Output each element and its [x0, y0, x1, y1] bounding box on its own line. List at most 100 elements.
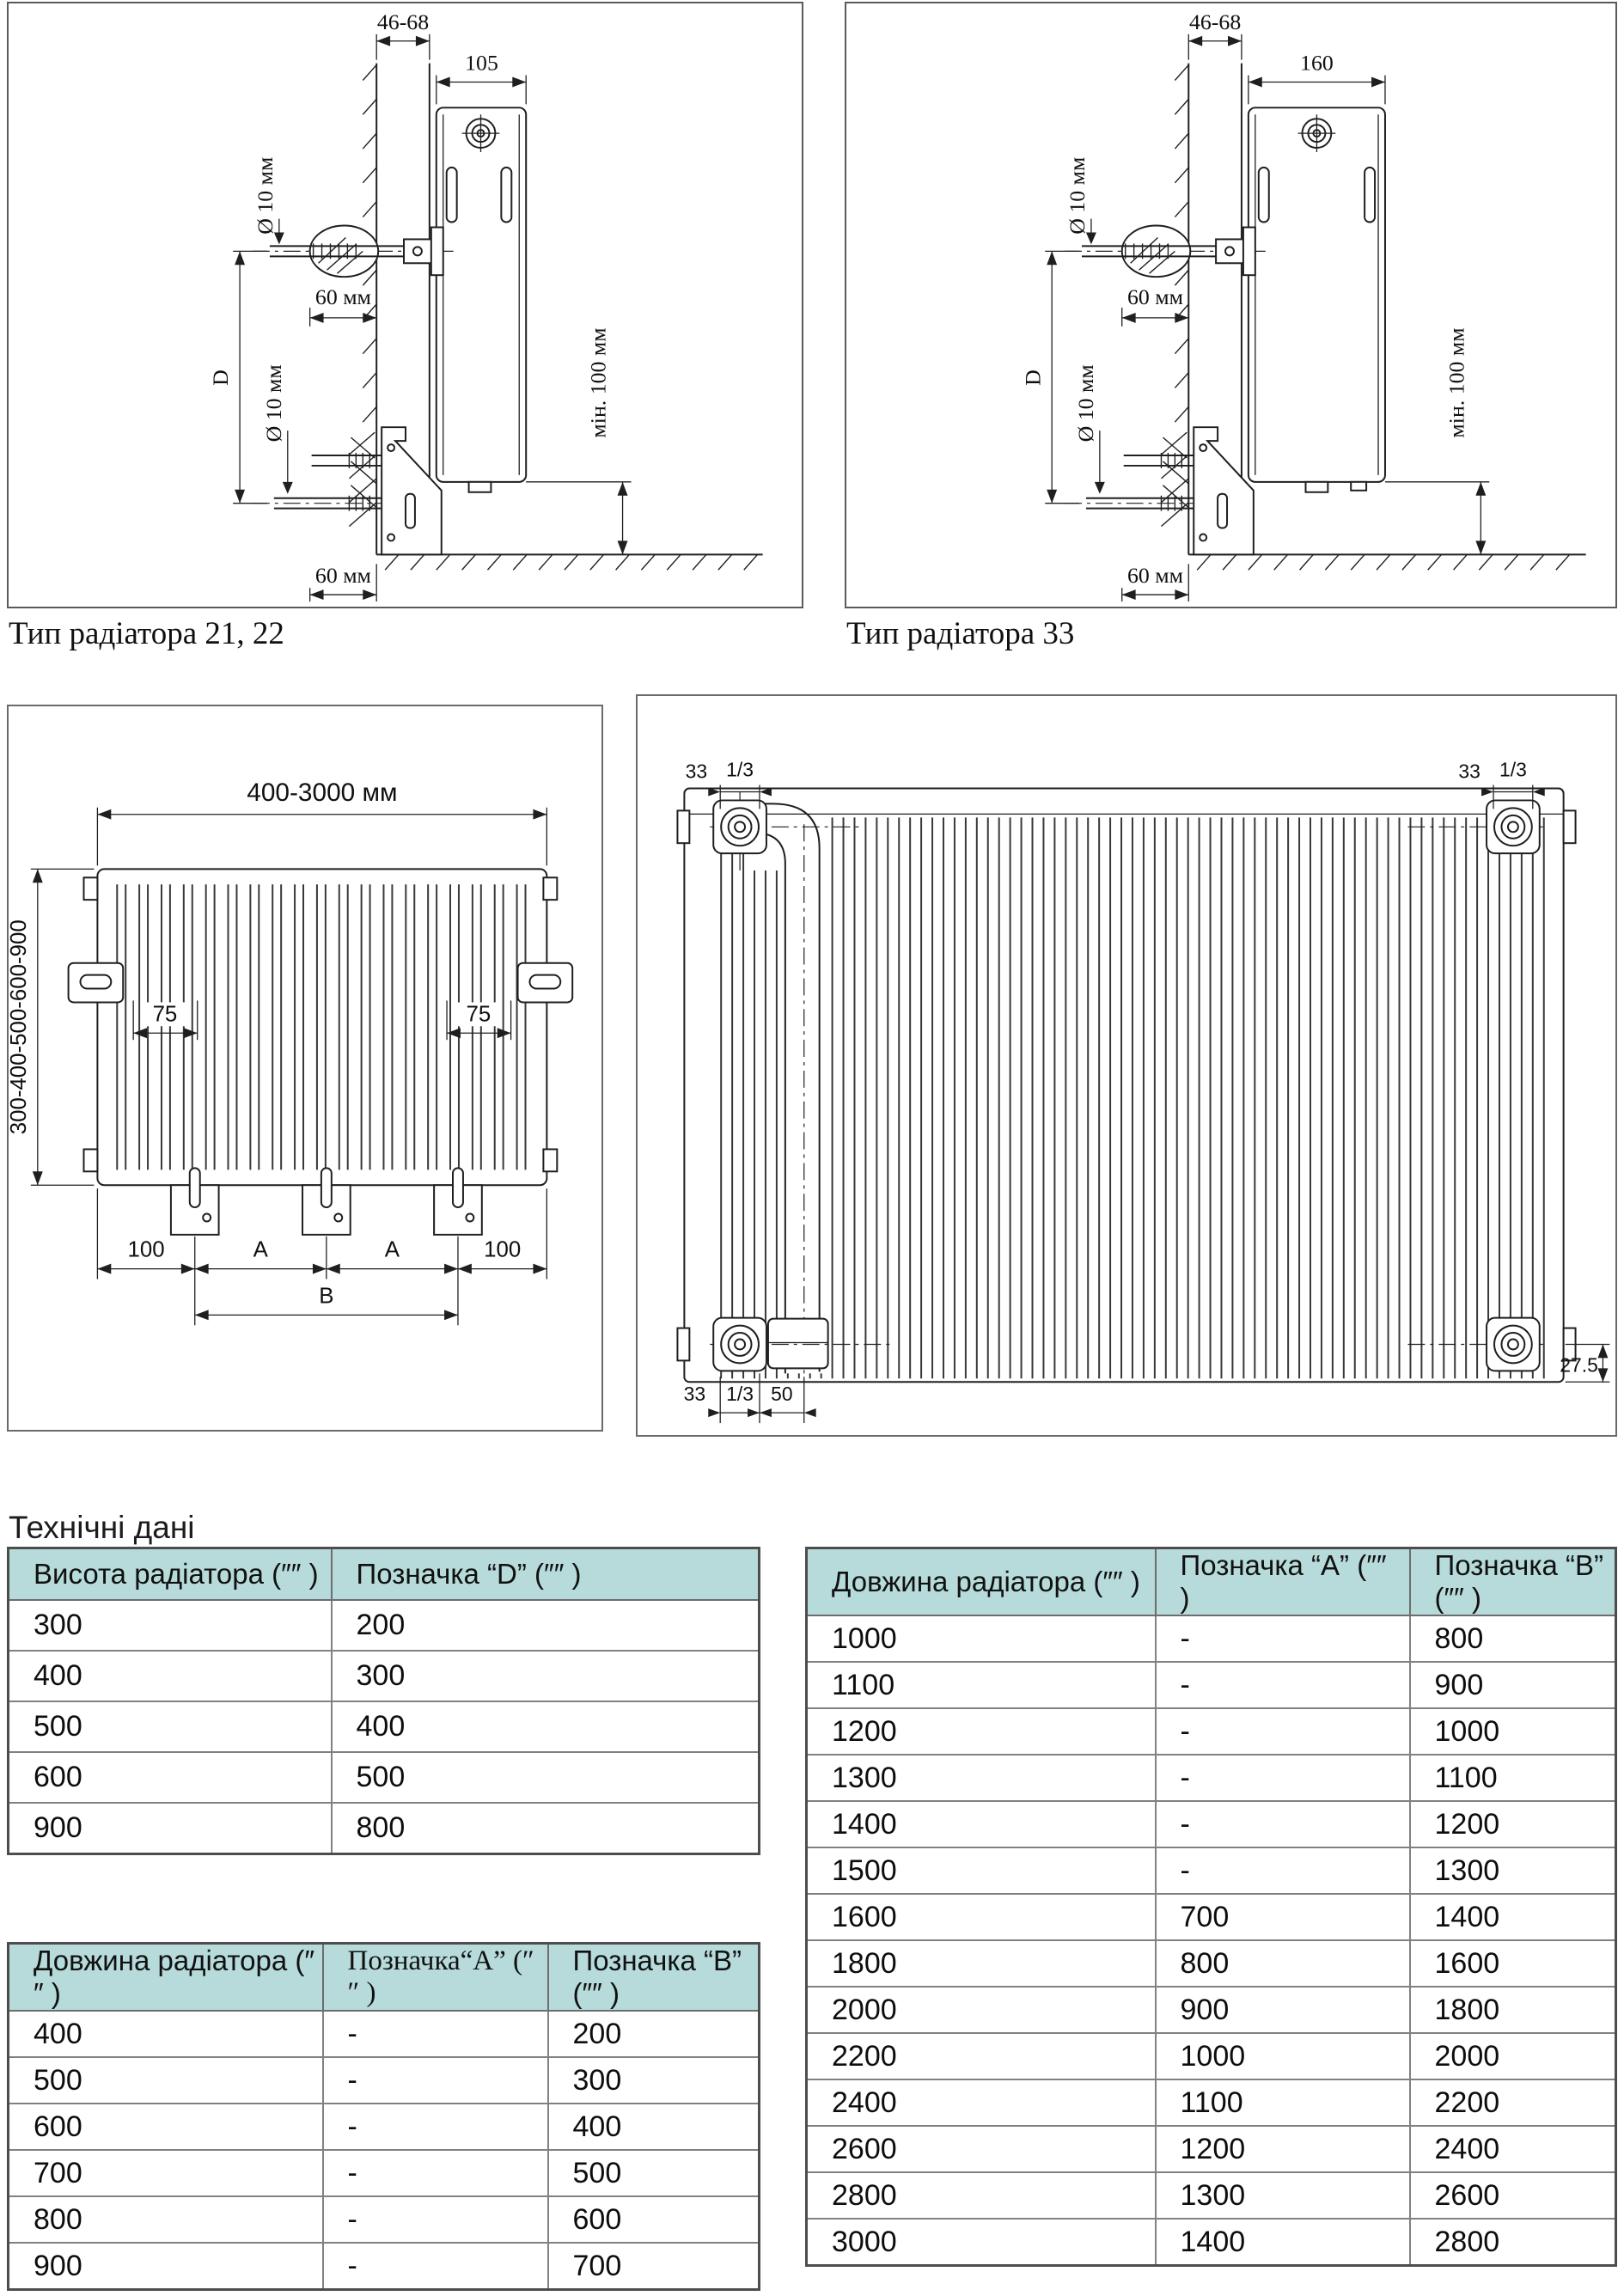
table-cell: -	[1154, 1754, 1411, 1802]
column-header: Позначка “B” (″″ )	[1408, 1547, 1617, 1616]
figure-caption-33: Тип радіатора 33	[846, 616, 1075, 651]
column-header: Позначка “D” (″″ )	[330, 1547, 760, 1601]
table-cell: 1000	[1154, 2032, 1411, 2080]
dim-height-range: 300-400-500-600-900	[9, 868, 95, 1186]
wall	[362, 63, 430, 555]
table-cell: -	[1154, 1800, 1411, 1848]
figure-side-view-33: Ø 10 мм 60 мм 46-68 160 D	[845, 2, 1617, 608]
table-row: 3000 1400 2800	[805, 2218, 1617, 2267]
dim-bottom-left: 33 1/3 50	[684, 1373, 816, 1424]
table-cell: 2800	[1408, 2218, 1617, 2267]
height-table: Висота радіатора (″″ ) Позначка “D” (″″ )…	[7, 1547, 760, 1855]
dim-label: Ø 10 мм	[261, 364, 286, 442]
table-cell: 1400	[805, 1800, 1157, 1848]
dim-anchor-depth-bottom: 60 мм	[1121, 563, 1189, 602]
dim-label: 1/3	[726, 759, 754, 781]
radiator-outline	[96, 868, 548, 1187]
table-cell: 2600	[1408, 2171, 1617, 2220]
table-cell: 1600	[805, 1893, 1157, 1941]
table-row: 600-400	[7, 2103, 760, 2151]
table-row: 2000 900 1800	[805, 1986, 1617, 2034]
table-cell: 1300	[1408, 1847, 1617, 1895]
table-cell: 400	[546, 2103, 760, 2151]
header-row: Довжина радіатора (″″ ) Позначка “A” (″″ …	[805, 1547, 1617, 1616]
dim-label: 60 мм	[1127, 284, 1183, 309]
top-anchor-assembly	[1065, 224, 1266, 278]
column-header: Довжина радіатора (″″ )	[7, 1942, 324, 2012]
table-cell: 2400	[1408, 2125, 1617, 2173]
table-cell: 1800	[1408, 1986, 1617, 2034]
table-cell: 2000	[805, 1986, 1157, 2034]
table-cell: 2200	[1408, 2079, 1617, 2127]
corner-plug	[82, 1148, 99, 1173]
dim-label: Ø 10 мм	[1065, 157, 1090, 235]
table-cell: 600	[7, 2103, 324, 2151]
table-row: 1100-900	[805, 1661, 1617, 1709]
table-row: 600 500	[7, 1751, 760, 1804]
dim-label: 50	[771, 1383, 792, 1405]
floor-bracket	[433, 1167, 483, 1236]
table-row: 800-600	[7, 2195, 760, 2244]
radiator-body	[1247, 107, 1386, 493]
table-cell: 500	[330, 1751, 760, 1804]
table-row: 1500-1300	[805, 1847, 1617, 1895]
top-anchor-assembly	[253, 224, 454, 278]
dim-label: 100	[128, 1238, 165, 1262]
table-cell: -	[321, 2242, 549, 2291]
wall-bracket-right	[516, 962, 574, 1004]
rear-view-diagram: 33 1/3 33 1/3 33 1/3 50 27.5	[676, 759, 1610, 1424]
table-row: 1000-800	[805, 1615, 1617, 1663]
table-row: 500 400	[7, 1701, 760, 1753]
pipe-riser	[753, 803, 827, 1376]
table-cell: 1600	[1408, 1939, 1617, 1988]
table-row: 900 800	[7, 1802, 760, 1855]
dim-bracket-spacing: D	[208, 250, 267, 504]
floor	[376, 553, 763, 571]
table-cell: -	[321, 2056, 549, 2104]
table-cell: 900	[7, 2242, 324, 2291]
air-vent-icon	[461, 114, 500, 153]
dim-label: мін. 100 мм	[1444, 327, 1468, 437]
dim-label: 33	[686, 760, 707, 783]
table-cell: 2400	[805, 2079, 1157, 2127]
valve-block	[766, 1317, 829, 1370]
column-header: Позначка “A” (″″ )	[1154, 1547, 1411, 1616]
corner-fitting-top-left	[676, 799, 767, 855]
dim-anchor-depth-top: 60 мм	[1121, 284, 1189, 327]
table-cell: 1300	[1154, 2171, 1411, 2220]
drain-stub	[467, 480, 492, 493]
table-row: 1400-1200	[805, 1800, 1617, 1848]
table-row: 400-200	[7, 2010, 760, 2058]
floor-bracket	[302, 1167, 351, 1236]
dim-label: A	[253, 1238, 269, 1262]
vent-slot	[1257, 166, 1270, 223]
dim-label: 60 мм	[315, 284, 371, 309]
dim-label: A	[385, 1238, 400, 1262]
table-row: 500-300	[7, 2056, 760, 2104]
dim-bottom-chain: 100 A A 100	[96, 1188, 548, 1279]
vent-slot	[445, 166, 458, 223]
corner-fitting-top-right	[1486, 799, 1577, 855]
dim-label: 75	[466, 1002, 491, 1026]
dim-anchor-diameter-top: Ø 10 мм	[1065, 157, 1096, 245]
radiator-body	[435, 107, 528, 493]
dim-top-right: 33 1/3	[1458, 759, 1545, 809]
table-row: 2200 1000 2000	[805, 2032, 1617, 2080]
dim-bracket-spacing: D	[1020, 250, 1080, 504]
table-cell: 200	[546, 2010, 760, 2058]
dim-label: 300-400-500-600-900	[9, 919, 31, 1134]
column-header: Позначка“A” (″″ )	[321, 1942, 549, 2012]
table-cell: -	[321, 2010, 549, 2058]
dim-label: 46-68	[1189, 9, 1241, 34]
drain-stub	[1304, 480, 1329, 493]
figure-front-view: 400-3000 мм 300-400-500-600-900 75 75 10…	[7, 705, 603, 1432]
dim-label: 100	[484, 1238, 521, 1262]
table-cell: 1300	[805, 1754, 1157, 1802]
table-cell: 300	[330, 1650, 760, 1702]
bottom-bracket-assembly	[1065, 426, 1255, 556]
table-cell: 700	[546, 2242, 760, 2291]
table-cell: -	[321, 2103, 549, 2151]
side-view-diagram-33: Ø 10 мм 60 мм 46-68 160 D	[1020, 9, 1586, 602]
dim-label: 60 мм	[1127, 563, 1183, 588]
table-cell: -	[1154, 1847, 1411, 1895]
